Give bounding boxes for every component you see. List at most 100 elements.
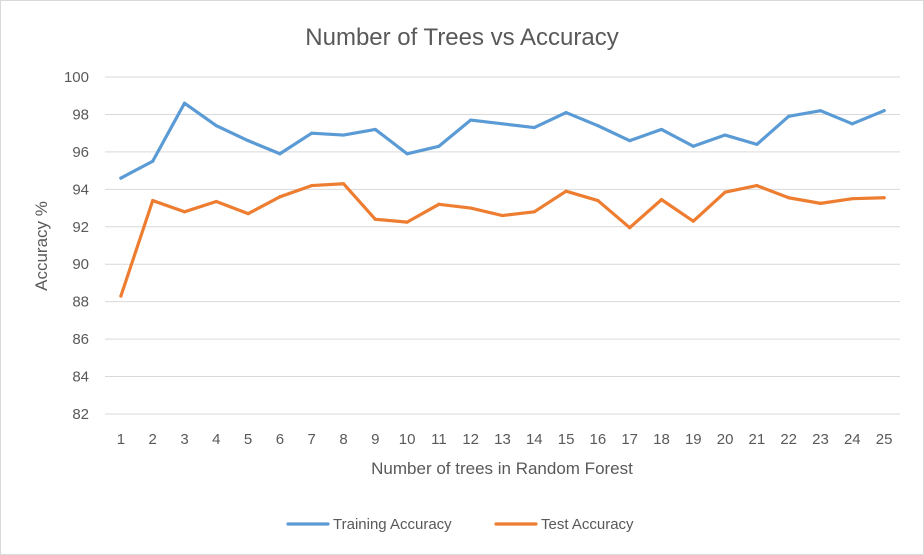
data-point xyxy=(596,198,600,203)
data-point xyxy=(564,110,568,115)
data-point xyxy=(818,201,823,205)
data-point xyxy=(659,198,664,202)
data-point xyxy=(659,127,664,132)
data-point xyxy=(755,142,759,146)
data-point xyxy=(119,294,123,298)
legend-item: Test Accuracy xyxy=(494,516,634,533)
x-tick-label: 16 xyxy=(590,431,607,448)
x-tick-label: 21 xyxy=(749,431,766,448)
data-point xyxy=(151,198,155,203)
data-point xyxy=(691,219,695,223)
y-tick-label: 88 xyxy=(72,294,89,311)
data-point xyxy=(818,109,823,113)
data-point xyxy=(373,217,377,221)
x-tick-label: 22 xyxy=(780,431,797,448)
legend-item: Training Accuracy xyxy=(286,516,452,533)
x-tick-label: 7 xyxy=(308,431,316,448)
data-point xyxy=(310,131,314,135)
data-point xyxy=(532,125,536,130)
data-point xyxy=(214,199,218,204)
x-tick-label: 17 xyxy=(621,431,638,448)
data-point xyxy=(787,114,791,118)
data-point xyxy=(469,118,473,122)
data-point xyxy=(564,189,568,193)
data-point xyxy=(341,133,346,137)
series-line xyxy=(119,182,886,298)
data-point xyxy=(787,196,791,200)
y-tick-label: 86 xyxy=(72,331,89,348)
x-tick-label: 5 xyxy=(244,431,252,448)
series-lines xyxy=(119,101,886,298)
x-tick-label: 20 xyxy=(717,431,734,448)
y-axis-ticks: 82 84 86 88 90 92 94 96 98 100 xyxy=(64,69,89,423)
x-tick-label: 23 xyxy=(812,431,829,448)
y-tick-label: 82 xyxy=(72,406,89,423)
data-point xyxy=(469,206,473,210)
data-point xyxy=(755,183,759,188)
series-training-accuracy xyxy=(119,101,886,180)
x-tick-label: 15 xyxy=(558,431,575,448)
x-tick-label: 11 xyxy=(431,431,447,448)
x-tick-label: 4 xyxy=(212,431,220,448)
x-tick-label: 14 xyxy=(526,431,543,448)
y-tick-label: 92 xyxy=(72,219,89,236)
x-tick-label: 9 xyxy=(371,431,379,448)
data-point xyxy=(246,212,250,216)
y-tick-label: 96 xyxy=(72,144,89,161)
data-point xyxy=(532,210,536,214)
x-tick-label: 24 xyxy=(844,431,861,448)
data-point xyxy=(278,152,282,156)
data-point xyxy=(151,159,155,163)
data-point xyxy=(723,190,727,194)
x-tick-label: 10 xyxy=(399,431,416,448)
data-point xyxy=(405,220,409,224)
data-point xyxy=(500,122,505,126)
x-tick-label: 8 xyxy=(339,431,347,448)
data-point xyxy=(278,195,282,199)
x-tick-label: 12 xyxy=(462,431,479,448)
data-point xyxy=(437,144,441,148)
data-point xyxy=(310,183,314,188)
x-tick-label: 3 xyxy=(180,431,188,448)
x-tick-label: 18 xyxy=(653,431,670,448)
data-point xyxy=(691,144,695,148)
data-point xyxy=(500,213,505,218)
data-point xyxy=(850,122,854,126)
x-tick-label: 25 xyxy=(876,431,893,448)
y-tick-label: 94 xyxy=(72,181,89,198)
data-point xyxy=(850,197,854,201)
data-point xyxy=(214,124,218,128)
gridlines xyxy=(105,76,900,415)
data-point xyxy=(373,127,377,132)
legend: Training Accuracy Test Accuracy xyxy=(286,516,634,533)
data-point xyxy=(405,152,409,156)
x-tick-label: 19 xyxy=(685,431,702,448)
data-point xyxy=(882,196,886,200)
data-point xyxy=(119,176,123,180)
x-tick-label: 1 xyxy=(117,431,125,448)
data-point xyxy=(246,139,250,143)
x-axis-ticks: 1 2 3 4 5 6 7 8 9 10 11 12 13 14 15 16 17 18 19 20 21 22 23 24 2… xyxy=(117,431,893,448)
data-point xyxy=(182,101,187,105)
data-point xyxy=(341,182,346,186)
x-tick-label: 2 xyxy=(149,431,157,448)
data-point xyxy=(437,202,441,206)
y-axis-title: Accuracy % xyxy=(32,201,51,291)
series-test-accuracy xyxy=(119,182,886,298)
y-tick-label: 90 xyxy=(72,256,89,273)
data-point xyxy=(628,139,632,143)
chart-title: Number of Trees vs Accuracy xyxy=(305,24,618,51)
data-point xyxy=(723,133,727,137)
y-tick-label: 100 xyxy=(64,69,89,86)
legend-label: Training Accuracy xyxy=(333,516,452,533)
y-tick-label: 98 xyxy=(72,106,89,123)
x-axis-title: Number of trees in Random Forest xyxy=(371,459,633,478)
legend-label: Test Accuracy xyxy=(541,516,634,533)
data-point xyxy=(596,124,600,128)
data-point xyxy=(182,210,187,214)
data-point xyxy=(628,226,632,230)
x-tick-label: 6 xyxy=(276,431,284,448)
data-point xyxy=(882,109,886,113)
